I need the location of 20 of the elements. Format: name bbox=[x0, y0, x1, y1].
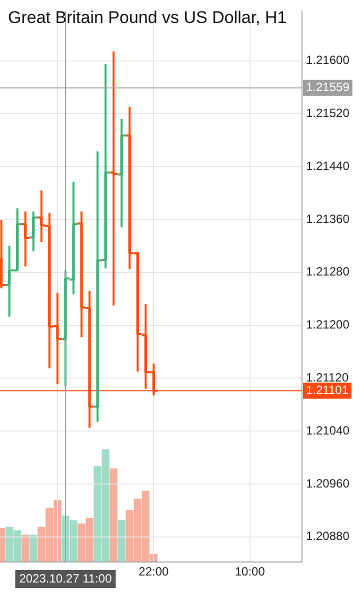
ref-line-label: 2023.10.27 11:00 bbox=[19, 571, 112, 586]
y-tick-label: 1.21600 bbox=[306, 53, 350, 68]
bar bbox=[22, 534, 30, 562]
y-tick-label: 1.21360 bbox=[306, 212, 350, 226]
y-tick-label: 1.20880 bbox=[306, 529, 350, 544]
y-tick-label: 1.21520 bbox=[306, 106, 350, 120]
bar bbox=[110, 468, 118, 562]
ref-line-label: 1.21101 bbox=[306, 383, 349, 398]
bar bbox=[30, 534, 38, 562]
ref-line-label: 1.21559 bbox=[306, 80, 350, 94]
x-tick-label: 10:00 bbox=[234, 564, 266, 579]
chart-title: Great Britain Pound vs US Dollar, H1 bbox=[8, 8, 287, 28]
bar bbox=[118, 520, 126, 562]
y-tick-label: 1.21120 bbox=[306, 370, 349, 384]
y-tick-label: 1.20960 bbox=[306, 476, 350, 490]
y-tick-label: 1.21040 bbox=[306, 423, 350, 438]
y-tick-label: 1.21440 bbox=[306, 158, 350, 173]
y-tick-label: 1.21200 bbox=[306, 318, 350, 332]
x-tick-label: 22:00 bbox=[138, 564, 170, 579]
y-tick-label: 1.21280 bbox=[306, 264, 350, 279]
